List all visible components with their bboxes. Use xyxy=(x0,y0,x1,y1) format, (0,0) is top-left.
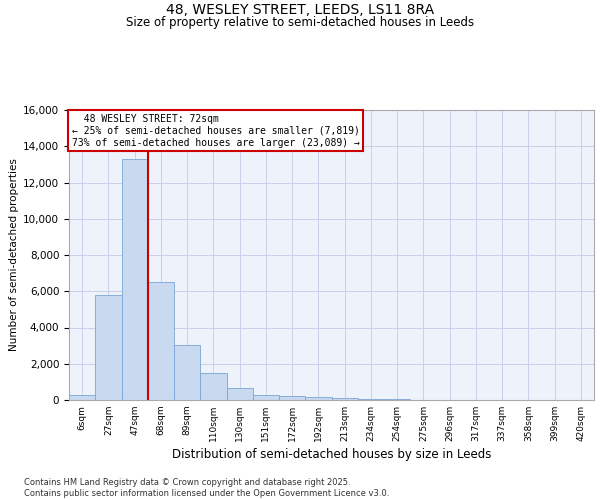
X-axis label: Distribution of semi-detached houses by size in Leeds: Distribution of semi-detached houses by … xyxy=(172,448,491,461)
Y-axis label: Number of semi-detached properties: Number of semi-detached properties xyxy=(9,158,19,352)
Bar xyxy=(279,396,305,400)
Bar xyxy=(253,394,279,400)
Bar xyxy=(148,282,174,400)
Text: 48 WESLEY STREET: 72sqm
← 25% of semi-detached houses are smaller (7,819)
73% of: 48 WESLEY STREET: 72sqm ← 25% of semi-de… xyxy=(71,114,359,148)
Bar xyxy=(200,373,227,400)
Text: 48, WESLEY STREET, LEEDS, LS11 8RA: 48, WESLEY STREET, LEEDS, LS11 8RA xyxy=(166,2,434,16)
Bar xyxy=(121,159,148,400)
Bar xyxy=(95,295,121,400)
Bar xyxy=(358,399,384,400)
Bar xyxy=(69,394,95,400)
Bar xyxy=(174,344,200,400)
Text: Contains HM Land Registry data © Crown copyright and database right 2025.
Contai: Contains HM Land Registry data © Crown c… xyxy=(24,478,389,498)
Text: Size of property relative to semi-detached houses in Leeds: Size of property relative to semi-detach… xyxy=(126,16,474,29)
Bar xyxy=(331,398,358,400)
Bar xyxy=(227,388,253,400)
Bar xyxy=(305,398,331,400)
